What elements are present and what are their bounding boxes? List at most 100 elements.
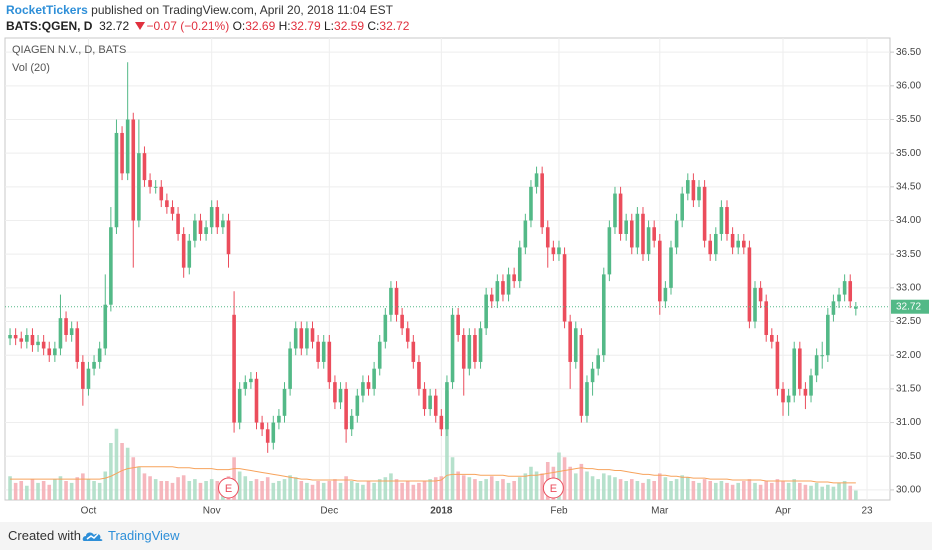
candle-body [523, 220, 528, 248]
volume-bar [596, 479, 600, 500]
candle-body [433, 395, 438, 416]
volume-bar [75, 477, 80, 500]
x-tick-label: Apr [775, 506, 791, 517]
candle-body [540, 173, 544, 228]
chart-title: QIAGEN N.V., D, BATS [12, 44, 126, 56]
candle-body [775, 341, 780, 389]
candle-body [187, 240, 192, 268]
volume-bar [613, 477, 617, 500]
candle-body [708, 240, 712, 255]
volume-bar [372, 482, 376, 500]
x-tick-label: Oct [81, 506, 97, 517]
volume-bar [730, 484, 735, 500]
ohlc-label: L: [324, 19, 335, 33]
volume-bar [837, 482, 841, 500]
volume-bar [842, 481, 847, 500]
candle-body [730, 233, 735, 248]
candle-body [372, 368, 376, 389]
logo[interactable] [82, 528, 104, 544]
volume-bar [725, 482, 729, 500]
candle-body [663, 287, 668, 302]
candle-body [657, 240, 662, 302]
volume-bar [355, 482, 360, 500]
candle-body [837, 294, 841, 302]
volume-bar [501, 479, 505, 500]
candle-body [69, 328, 74, 335]
candle-body [13, 335, 18, 339]
candle-body [405, 328, 410, 342]
volume-bar [742, 481, 746, 500]
volume-bar [691, 481, 696, 500]
candle-body [428, 395, 432, 410]
candle-body [501, 281, 505, 295]
volume-bar [366, 481, 371, 500]
volume-bar [97, 482, 102, 500]
volume-bar [702, 479, 707, 500]
volume-bar [288, 475, 292, 500]
candle-body [137, 153, 141, 221]
brand[interactable]: TradingView [108, 528, 180, 543]
volume-bar [764, 481, 769, 500]
volume-bar [635, 481, 640, 500]
candle-body [153, 186, 158, 188]
candle-body [394, 287, 399, 315]
volume-bar [758, 484, 763, 500]
candle-body [209, 207, 214, 228]
candle-body [590, 368, 595, 383]
volume-bar [506, 482, 511, 500]
candle-body [579, 335, 584, 416]
volume-bar [697, 482, 701, 500]
candle-body [624, 220, 628, 234]
candle-body [226, 220, 231, 255]
volume-bar [557, 452, 561, 500]
y-tick-label: 36.50 [896, 47, 921, 58]
volume-bar [30, 479, 35, 500]
candle-body [613, 193, 617, 228]
volume-bar [125, 447, 130, 500]
candle-body [176, 213, 180, 234]
volume-bar [646, 479, 651, 500]
volume-bar [517, 477, 522, 500]
earnings-marker [542, 477, 564, 499]
candle-body [361, 382, 365, 396]
volume-bar [159, 481, 164, 500]
volume-bar [781, 481, 785, 500]
candle-body [764, 301, 769, 335]
candle-body [680, 193, 684, 221]
volume-bar [562, 457, 567, 500]
y-tick-label: 30.00 [896, 485, 921, 496]
volume-bar [81, 473, 85, 500]
footer: Created with TradingView [0, 522, 932, 550]
volume-bar [349, 481, 354, 500]
candle-body [820, 355, 825, 357]
volume-bar [820, 486, 825, 500]
change: −0.07 (−0.21%) [146, 19, 230, 33]
volume-bar [243, 476, 248, 500]
volume-bar [260, 481, 264, 500]
volume-bar [321, 482, 326, 500]
volume-bar [120, 443, 124, 500]
candle-body [243, 382, 248, 389]
earnings-marker [217, 477, 239, 499]
candle-body [305, 328, 309, 349]
volume-bar [534, 471, 539, 500]
y-tick-label: 33.50 [896, 249, 921, 260]
candle-body [282, 388, 287, 416]
x-tick-label: Nov [203, 506, 221, 517]
author[interactable]: RocketTickers [6, 3, 88, 17]
candle-body [646, 227, 651, 255]
candle-body [652, 227, 656, 241]
candle-body [114, 132, 119, 228]
volume-bar [86, 479, 91, 500]
volume-bar [103, 471, 108, 500]
volume-bar [473, 479, 477, 500]
volume-bar [685, 477, 690, 500]
candle-body [64, 318, 68, 335]
candle-body [545, 227, 550, 248]
down-arrow [134, 22, 145, 30]
volume-bar [193, 479, 197, 500]
volume-bar [310, 484, 315, 500]
volume-bar [708, 481, 712, 500]
candle-body [669, 247, 673, 288]
x-tick-label: 23 [861, 506, 873, 517]
